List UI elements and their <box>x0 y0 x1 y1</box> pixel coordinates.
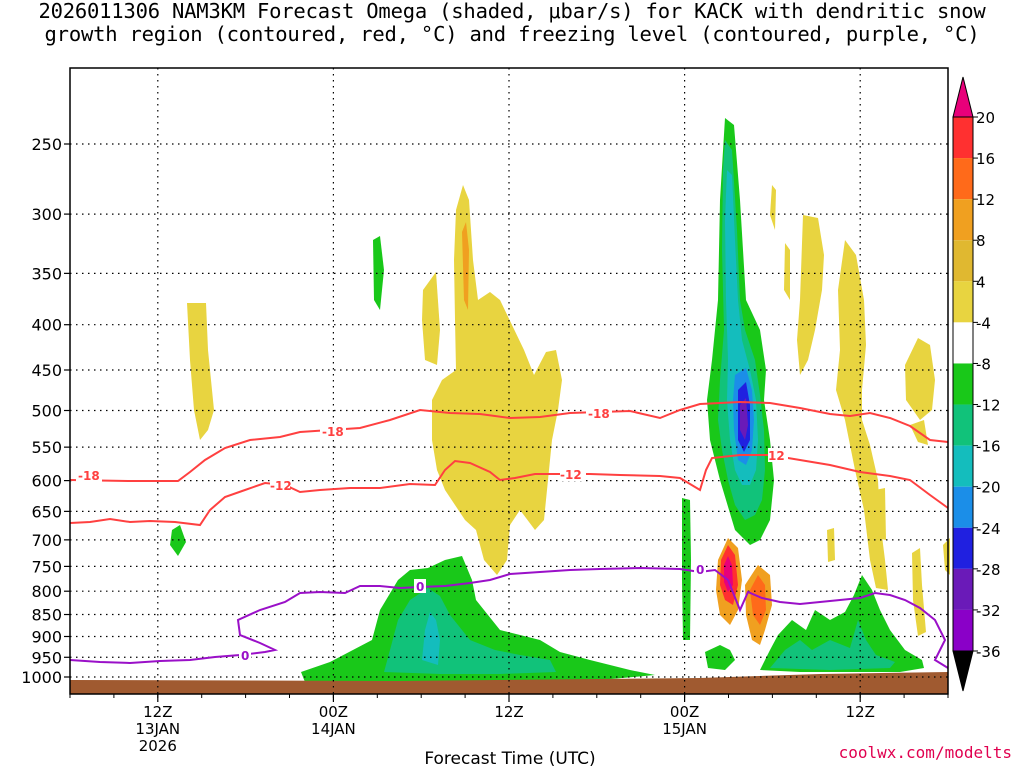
ytick-label-550: 550 <box>31 438 62 457</box>
omega-positive-region <box>784 243 790 300</box>
ytick-label-500: 500 <box>31 402 62 421</box>
colorbar-label-11: -28 <box>976 561 1001 579</box>
x-axis-label: Forecast Time (UTC) <box>424 749 595 768</box>
omega-positive-strong <box>750 575 766 625</box>
ytick-label-850: 850 <box>31 606 62 625</box>
xtick-label-1-1: 14JAN <box>311 720 356 738</box>
colorbar-band-2 <box>953 199 973 241</box>
label-minus18-mid: -18 <box>322 425 344 439</box>
colorbar-label-8: -16 <box>976 438 1001 456</box>
chart-title: 2026011306 NAM3KM Forecast Omega (shaded… <box>0 0 1024 46</box>
ytick-label-350: 350 <box>31 264 62 283</box>
xtick-label-4-0: 12Z <box>846 703 875 721</box>
ytick-label-300: 300 <box>31 205 62 224</box>
omega-shading <box>170 118 950 682</box>
ytick-label-600: 600 <box>31 472 62 491</box>
label-minus12-mid: -12 <box>270 479 292 493</box>
grid: 250 300 350 400 450 500 550 600 650 700 750 800 850 9… <box>21 68 949 755</box>
label-minus12-far-right: 12 <box>768 449 785 463</box>
colorbar-label-2: 12 <box>976 191 995 209</box>
ytick-label-700: 700 <box>31 531 62 550</box>
omega-positive-region <box>912 548 926 636</box>
colorbar-label-3: 8 <box>976 232 986 250</box>
xtick-label-0-0: 12Z <box>143 703 172 721</box>
colorbar-label-9: -20 <box>976 479 1001 497</box>
xtick-label-1-0: 00Z <box>319 703 348 721</box>
omega-negative-moderate <box>770 620 895 670</box>
ytick-label-450: 450 <box>31 361 62 380</box>
ytick-label-800: 800 <box>31 582 62 601</box>
xtick-label-0-2: 2026 <box>139 737 177 755</box>
ytick-label-900: 900 <box>31 627 62 646</box>
ytick-label-400: 400 <box>31 316 62 335</box>
xtick-label-0-1: 13JAN <box>135 720 180 738</box>
omega-positive-core <box>462 222 469 310</box>
colorbar-band-0 <box>953 117 973 159</box>
label-minus18-right: -18 <box>588 407 610 421</box>
colorbar-label-4: 4 <box>976 273 986 291</box>
colorbar-label-5: -4 <box>976 314 991 332</box>
colorbar-band-5 <box>953 322 973 364</box>
colorbar-label-10: -24 <box>976 520 1001 538</box>
colorbar-band-9 <box>953 486 973 528</box>
ytick-label-250: 250 <box>31 135 62 154</box>
omega-negative-region <box>373 236 384 310</box>
omega-positive-region <box>797 215 824 375</box>
label-minus12-right: -12 <box>560 468 582 482</box>
credit-text[interactable]: coolwx.com/modelts <box>838 743 1012 762</box>
omega-negative-region <box>705 645 735 670</box>
colorbar-band-10 <box>953 527 973 569</box>
omega-positive-region <box>943 538 950 575</box>
omega-negative-core <box>740 398 748 440</box>
xtick-label-2-0: 12Z <box>494 703 523 721</box>
colorbar-label-0: 20 <box>976 109 995 127</box>
label-zero-left: 0 <box>241 649 249 663</box>
colorbar-band-4 <box>953 281 973 323</box>
colorbar-band-7 <box>953 404 973 446</box>
ytick-label-1000: 1000 <box>21 668 62 687</box>
contour-labels: -18 -18 -18 -12 -12 12 0 0 0 <box>76 406 788 663</box>
omega-negative-region <box>170 525 186 556</box>
label-zero-right: 0 <box>696 563 704 577</box>
omega-positive-strong <box>724 556 733 592</box>
omega-positive-region <box>905 338 935 420</box>
omega-positive-region <box>875 488 886 540</box>
colorbar-band-1 <box>953 158 973 200</box>
colorbar: 20 16 12 8 4 -4 -8 -12 -16 -20 -24 -28 -32 -36 <box>952 76 1001 692</box>
omega-positive-region <box>432 185 562 575</box>
omega-negative-region <box>301 556 655 682</box>
ytick-label-950: 950 <box>31 648 62 667</box>
omega-positive-region <box>187 303 214 440</box>
colorbar-label-1: 16 <box>976 150 995 168</box>
contour-dendritic-minus18 <box>69 400 949 482</box>
label-zero-mid: 0 <box>416 580 424 594</box>
omega-positive-region <box>827 528 835 562</box>
title-line-1: 2026011306 NAM3KM Forecast Omega (shaded… <box>38 0 986 23</box>
omega-positive-region <box>422 272 440 365</box>
contour-freezing-level-0 <box>69 566 949 669</box>
colorbar-band-6 <box>953 363 973 405</box>
label-minus18-left: -18 <box>78 469 100 483</box>
colorbar-bottom-arrow <box>952 650 974 692</box>
plot-frame <box>69 67 949 695</box>
terrain-ground <box>70 672 948 694</box>
colorbar-band-12 <box>953 609 973 651</box>
colorbar-top-arrow <box>952 76 974 118</box>
colorbar-band-3 <box>953 240 973 282</box>
colorbar-label-6: -8 <box>976 355 991 373</box>
colorbar-band-8 <box>953 445 973 487</box>
colorbar-label-7: -12 <box>976 397 1001 415</box>
omega-negative-strong <box>422 612 440 665</box>
ytick-label-650: 650 <box>31 502 62 521</box>
colorbar-band-11 <box>953 568 973 610</box>
ytick-label-750: 750 <box>31 557 62 576</box>
colorbar-label-12: -32 <box>976 602 1001 620</box>
colorbar-label-13: -36 <box>976 643 1001 661</box>
title-line-2: growth region (contoured, red, °C) and f… <box>44 22 980 46</box>
omega-positive-region <box>770 185 776 230</box>
xtick-label-3-1: 15JAN <box>662 720 707 738</box>
xtick-label-3-0: 00Z <box>670 703 699 721</box>
